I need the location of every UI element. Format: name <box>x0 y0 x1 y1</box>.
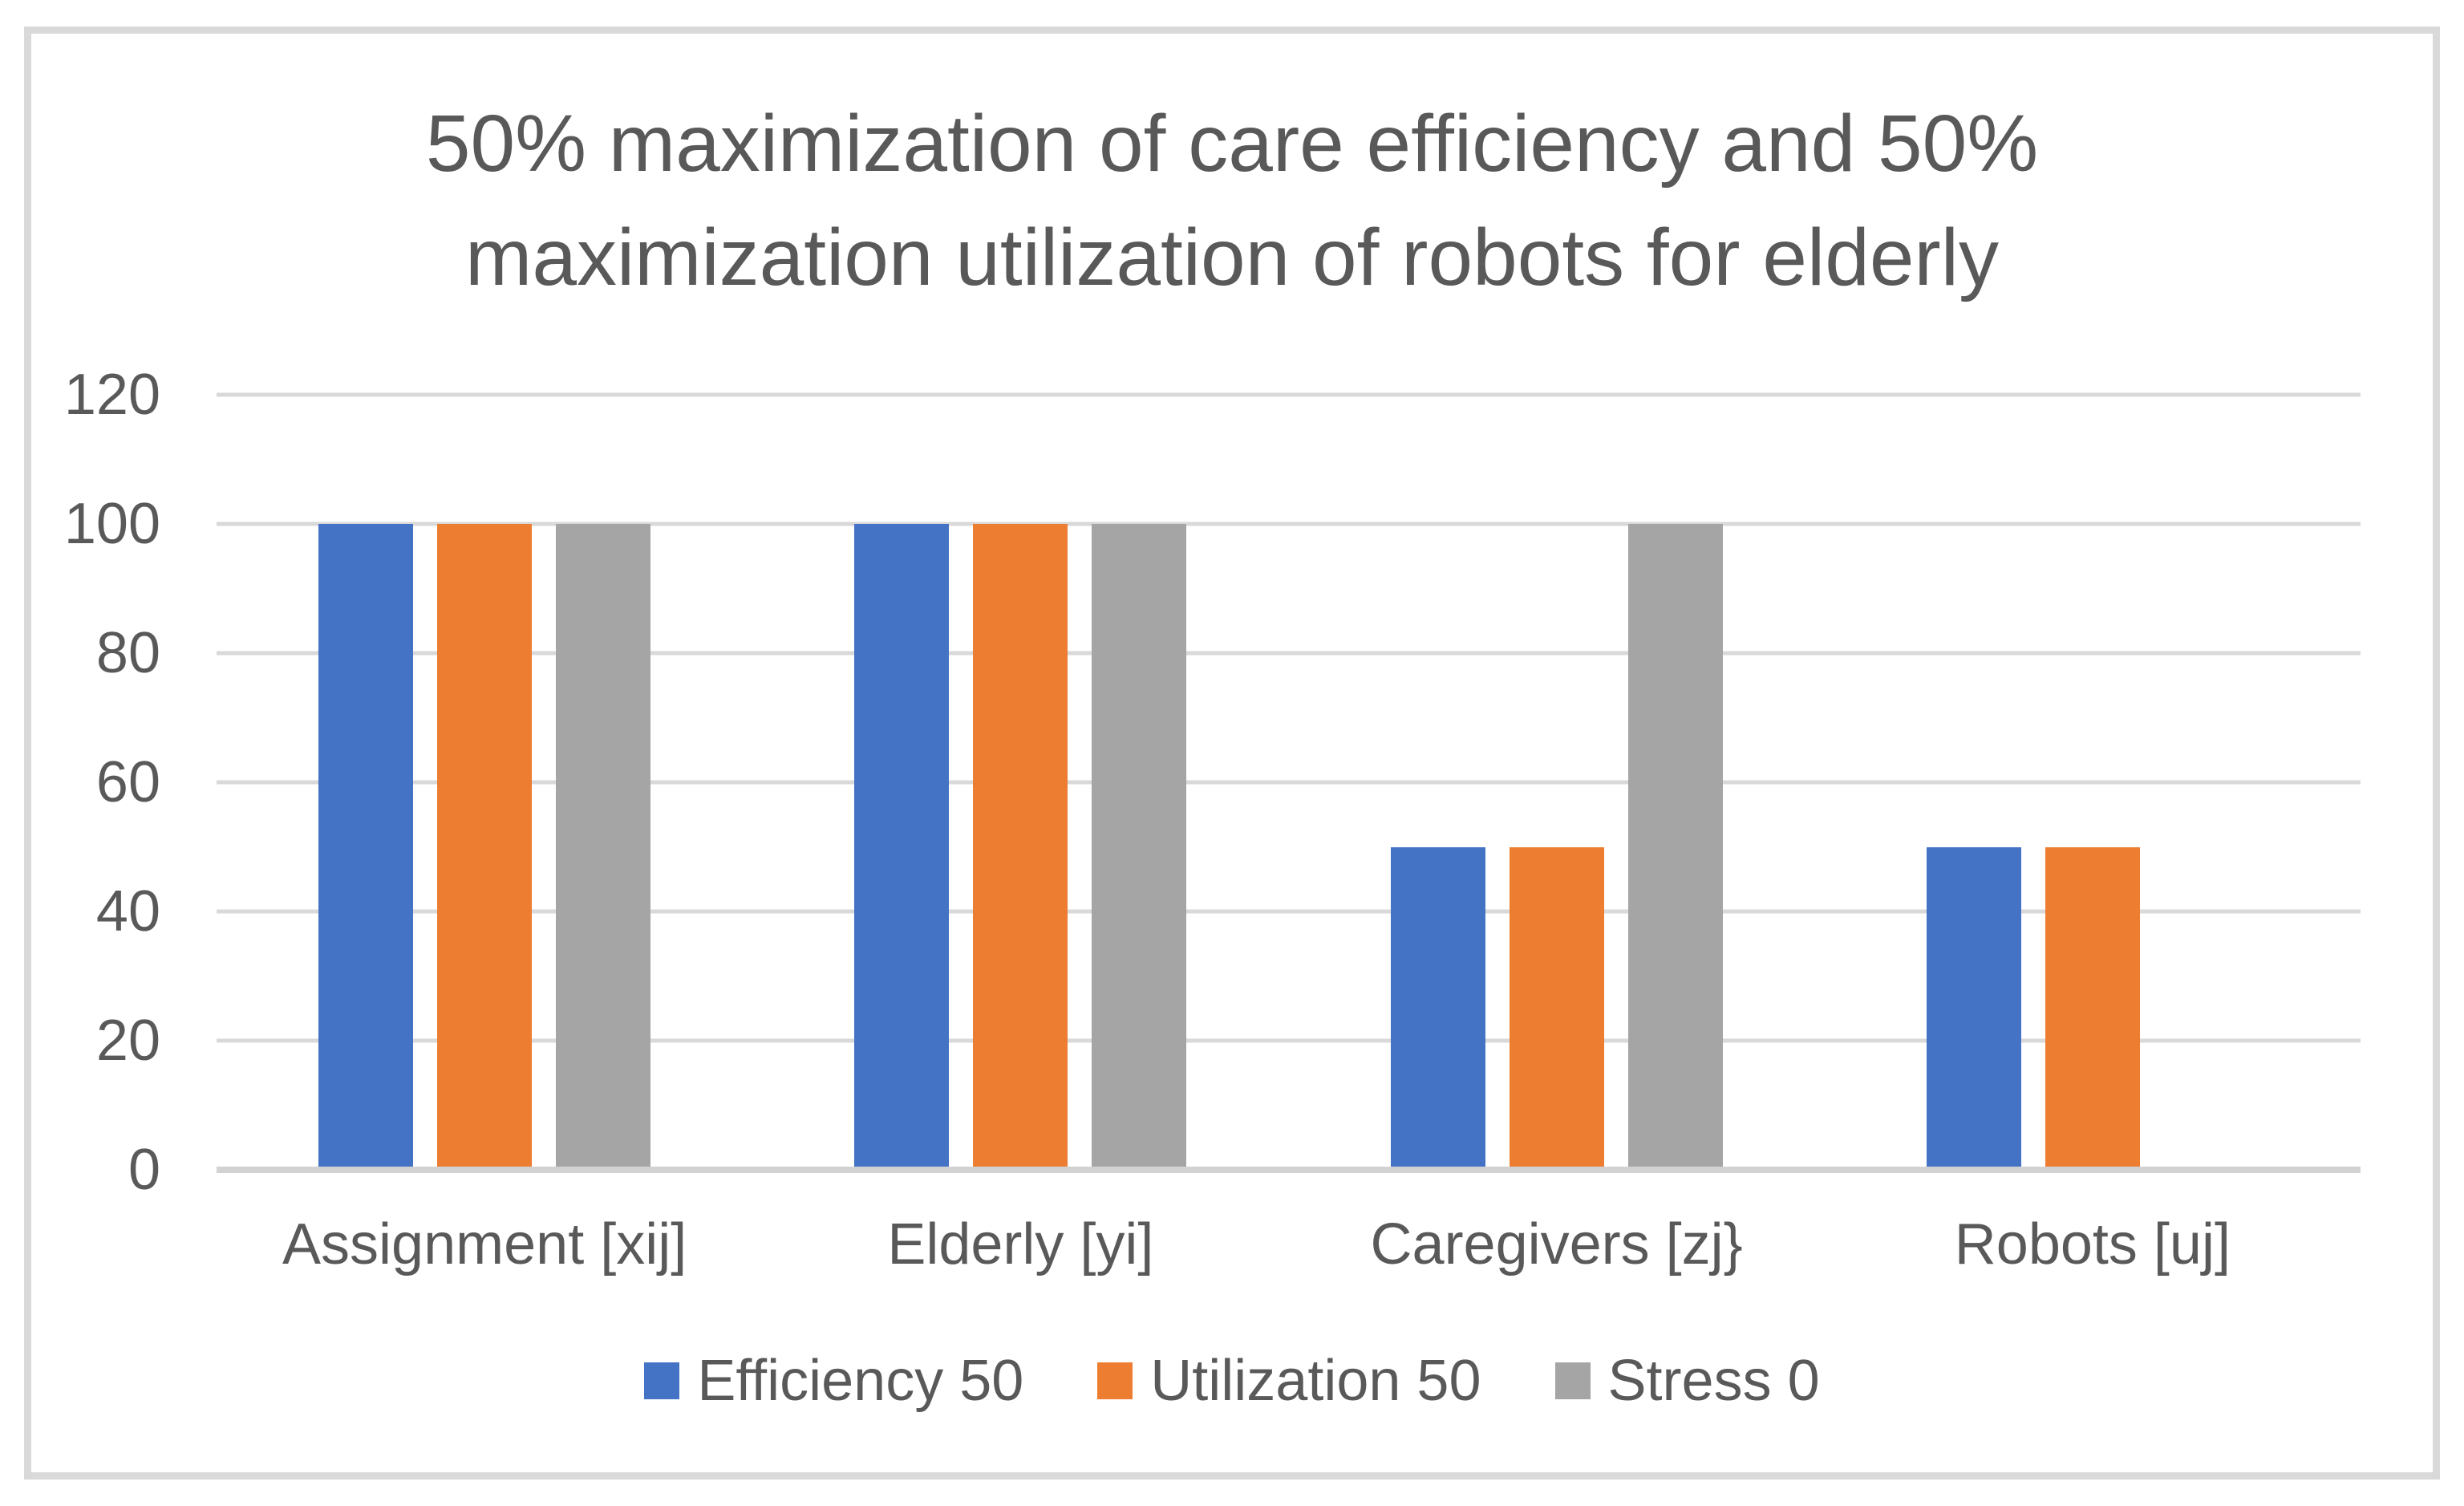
bar-stress-0 <box>1092 524 1187 1170</box>
bar-efficiency-50 <box>318 524 414 1170</box>
legend-swatch-icon <box>1097 1362 1133 1399</box>
legend: Efficiency 50 Utilization 50 Stress 0 <box>0 1344 2464 1418</box>
bar-utilization-50 <box>2045 846 2140 1170</box>
legend-swatch-icon <box>644 1362 680 1399</box>
bar-groups <box>217 395 2361 1170</box>
bar-utilization-50 <box>437 524 533 1170</box>
gridline-40 <box>217 909 2361 914</box>
bar-stress-0 <box>556 524 651 1170</box>
bar-stress-0 <box>1627 524 1723 1170</box>
legend-label: Efficiency 50 <box>697 1349 1024 1413</box>
gridline-80 <box>217 651 2361 656</box>
x-category-label-3: Caregivers [zj} <box>1370 1212 1743 1277</box>
chart-frame-border <box>24 26 2440 1480</box>
bar-group-4 <box>1926 395 2259 1170</box>
y-tick-label-120: 120 <box>63 363 160 427</box>
bar-group-1 <box>318 395 651 1170</box>
legend-item-utilization-50: Utilization 50 <box>1097 1345 1481 1417</box>
bar-group-3 <box>1390 395 1723 1170</box>
bar-efficiency-50 <box>1390 846 1485 1170</box>
legend-label: Utilization 50 <box>1150 1349 1481 1413</box>
bar-utilization-50 <box>1509 846 1604 1170</box>
bar-efficiency-50 <box>1926 846 2021 1170</box>
bar-efficiency-50 <box>854 524 950 1170</box>
y-tick-label-20: 20 <box>95 1009 160 1073</box>
x-axis-labels: Assignment [xij] Elderly [yi] Caregivers [… <box>217 1208 2361 1281</box>
y-tick-label-40: 40 <box>95 879 160 944</box>
gridline-20 <box>217 1038 2361 1043</box>
chart-title: 50% maximization of care efficiency and … <box>425 99 2039 302</box>
bar-utilization-50 <box>973 524 1068 1170</box>
x-axis-line <box>217 1167 2361 1173</box>
gridline-60 <box>217 780 2361 785</box>
legend-item-stress-0: Stress 0 <box>1554 1345 1820 1417</box>
legend-item-efficiency-50: Efficiency 50 <box>644 1345 1023 1417</box>
legend-swatch-icon <box>1554 1362 1591 1399</box>
y-tick-label-60: 60 <box>95 750 160 814</box>
x-category-label-1: Assignment [xij] <box>282 1212 687 1277</box>
x-category-label-2: Elderly [yi] <box>887 1212 1154 1277</box>
y-tick-label-100: 100 <box>63 491 160 556</box>
y-tick-label-80: 80 <box>95 620 160 685</box>
gridline-100 <box>217 522 2361 526</box>
y-axis-labels: 0 20 40 60 80 100 120 <box>0 366 160 1199</box>
gridline-120 <box>217 392 2361 397</box>
plot-area <box>217 392 2361 1173</box>
x-category-label-4: Robots [uj] <box>1954 1212 2231 1277</box>
legend-label: Stress 0 <box>1607 1349 1820 1413</box>
bar-group-2 <box>854 395 1187 1170</box>
y-tick-label-0: 0 <box>128 1138 160 1202</box>
